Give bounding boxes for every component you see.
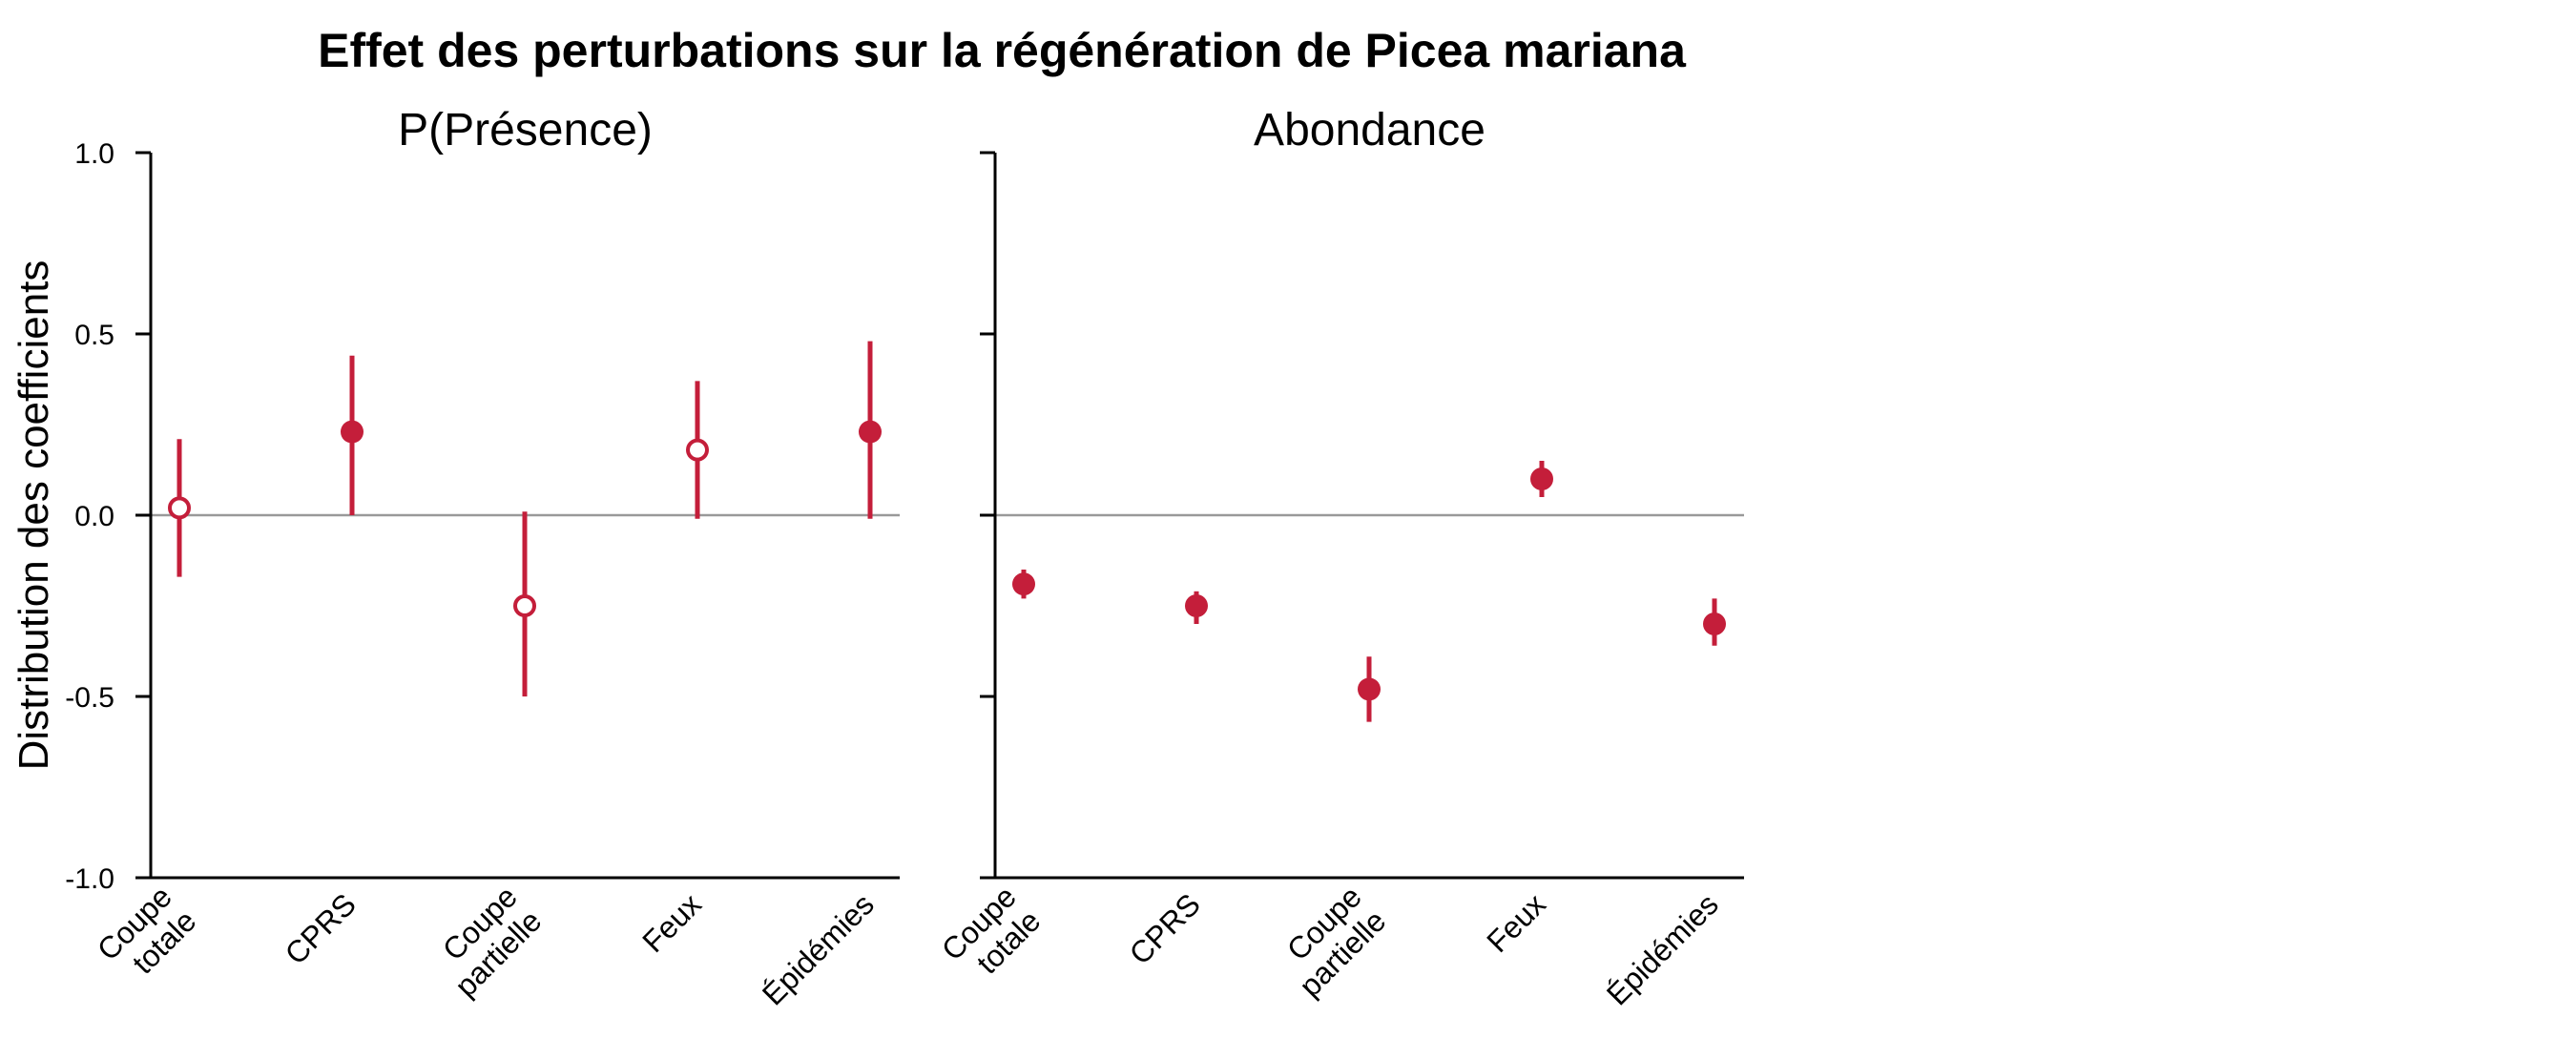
x-tick-label: CPRS [279, 886, 363, 970]
y-tick-label: -0.5 [65, 682, 114, 714]
y-tick-label: 0.0 [74, 501, 114, 532]
point-estimate [1185, 594, 1208, 617]
y-axis-label: Distribution des coefficients [10, 260, 57, 771]
x-tick-label-line: Feux [1480, 886, 1552, 959]
point-estimate [341, 420, 364, 444]
point-estimate [859, 420, 882, 444]
point-estimate [513, 594, 536, 617]
point-estimate [686, 438, 709, 462]
x-tick-label: CPRS [1123, 886, 1207, 970]
point-estimate [168, 496, 191, 520]
x-tick-label-line: Épidémies [1600, 886, 1725, 1011]
x-tick-label: Épidémies [756, 886, 881, 1011]
panel-title: P(Présence) [398, 105, 653, 156]
y-tick-label: -1.0 [65, 863, 114, 895]
x-tick-label: Feux [1480, 886, 1552, 959]
x-tick-label: Coupepartielle [1268, 879, 1392, 1003]
y-tick-label: 1.0 [74, 138, 114, 170]
x-tick-label-line: Épidémies [756, 886, 881, 1011]
x-tick-label-line: Feux [635, 886, 708, 959]
panel-title: Abondance [1254, 105, 1485, 156]
y-tick-label: 0.5 [74, 320, 114, 351]
point-estimate [1358, 677, 1381, 701]
point-estimate [1703, 613, 1726, 635]
x-tick-label: Coupetotale [91, 879, 203, 991]
x-tick-label-line: CPRS [1123, 886, 1207, 970]
point-estimate [1012, 572, 1035, 596]
x-tick-label: Feux [635, 886, 708, 959]
panel-2: Abondance Coupetotale CPRS Coupepartielle Fe… [935, 105, 1744, 1012]
chart-title: Effet des perturbations sur la régénérat… [318, 24, 1687, 77]
point-estimate [1530, 467, 1553, 490]
x-tick-label-line: CPRS [279, 886, 363, 970]
x-tick-label: Épidémies [1600, 886, 1725, 1011]
x-tick-label: Coupetotale [935, 879, 1048, 991]
x-tick-label: Coupepartielle [424, 879, 548, 1003]
